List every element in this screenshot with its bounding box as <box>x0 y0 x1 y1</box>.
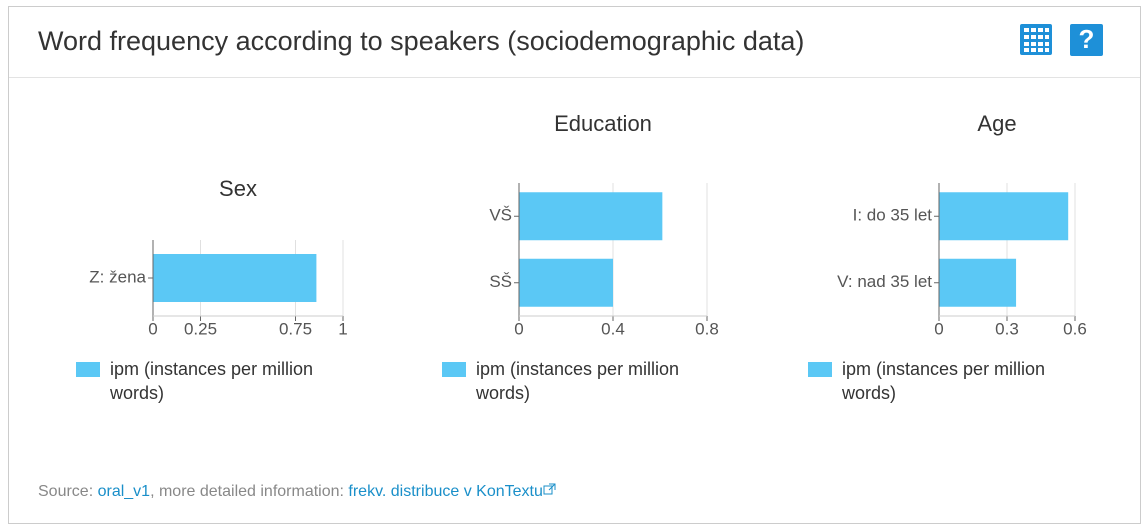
legend-label: ipm (instances per million words) <box>842 359 1046 403</box>
external-icon <box>543 483 556 495</box>
bar <box>519 258 613 307</box>
legend-label: ipm (instances per million words) <box>110 359 314 403</box>
y-tick-label: SŠ <box>489 272 512 291</box>
source-label: Source: <box>38 483 98 500</box>
source-link[interactable]: oral_v1 <box>97 483 151 500</box>
widget-title: Word frequency according to speakers (so… <box>38 26 804 56</box>
legend-entry[interactable]: ipm (instances per million words) <box>808 357 1052 405</box>
legend-label: ipm (instances per million words) <box>476 359 680 403</box>
x-tick-label: 0.6 <box>1063 319 1087 338</box>
x-tick-label: 0.3 <box>995 319 1019 338</box>
y-tick-label: Z: žena <box>89 267 146 286</box>
bar <box>939 258 1017 307</box>
detail-link[interactable]: frekv. distribuce v KonTextu <box>348 483 543 500</box>
y-tick-label: VŠ <box>489 206 512 225</box>
bar <box>519 192 663 241</box>
table-icon[interactable] <box>1020 24 1052 55</box>
y-tick-label: I: do 35 let <box>853 206 933 225</box>
source-middle: , more detailed information: <box>150 483 349 500</box>
x-tick-label: 0 <box>148 319 157 338</box>
x-tick-label: 0 <box>514 319 523 338</box>
x-tick-label: 0.75 <box>279 319 312 338</box>
chart-title: Education <box>554 111 652 136</box>
legend-entry[interactable]: ipm (instances per million words) <box>76 357 320 405</box>
x-tick-label: 1 <box>338 319 347 338</box>
legend-entry[interactable]: ipm (instances per million words) <box>442 357 686 405</box>
svg-text:?: ? <box>1079 24 1095 54</box>
source-line: Source: oral_v1, more detailed informati… <box>38 483 557 501</box>
y-tick-label: V: nad 35 let <box>837 272 932 291</box>
bar <box>939 192 1069 241</box>
help-icon[interactable]: ? <box>1070 24 1103 56</box>
x-tick-label: 0.25 <box>184 319 217 338</box>
chart-title: Sex <box>219 176 257 201</box>
x-tick-label: 0.8 <box>695 319 719 338</box>
chart-title: Age <box>977 111 1016 136</box>
legend-swatch <box>442 362 466 377</box>
bar <box>153 254 317 302</box>
legend-swatch <box>76 362 100 377</box>
x-tick-label: 0 <box>934 319 943 338</box>
legend-swatch <box>808 362 832 377</box>
x-tick-label: 0.4 <box>601 319 625 338</box>
